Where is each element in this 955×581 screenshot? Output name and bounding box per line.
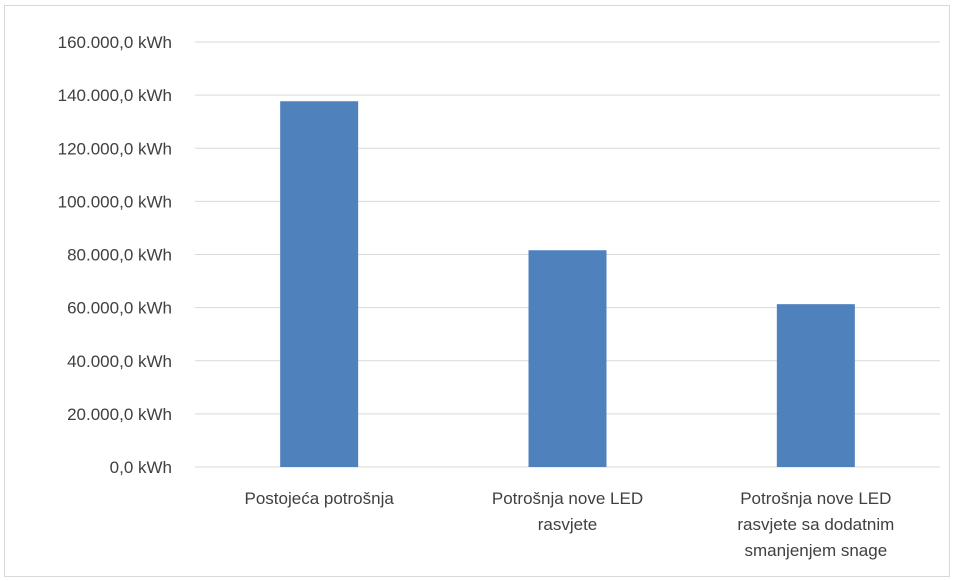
y-tick-label: 140.000,0 kWh	[58, 86, 172, 105]
y-tick-label: 120.000,0 kWh	[58, 139, 172, 158]
bar	[776, 304, 855, 467]
x-axis-category-labels: Postojeća potrošnja Potrošnja nove LED ras…	[245, 489, 895, 560]
y-tick-label: 0,0 kWh	[110, 458, 172, 477]
y-tick-label: 160.000,0 kWh	[58, 33, 172, 52]
bars	[280, 101, 855, 467]
bar	[280, 101, 359, 467]
bar	[528, 250, 607, 467]
category-label-line: rasvjete sa dodatnim	[737, 515, 894, 534]
category-label-line: Potrošnja nove LED	[740, 489, 891, 508]
category-label-line: Potrošnja nove LED	[492, 489, 643, 508]
category-label-line: Postojeća potrošnja	[245, 489, 395, 508]
y-tick-label: 100.000,0 kWh	[58, 192, 172, 211]
category-label-line: smanjenjem snage	[744, 541, 887, 560]
category-label-line: rasvjete	[538, 515, 598, 534]
y-tick-label: 40.000,0 kWh	[67, 352, 172, 371]
y-tick-label: 20.000,0 kWh	[67, 405, 172, 424]
y-tick-label: 60.000,0 kWh	[67, 299, 172, 318]
category-label: Potrošnja nove LED rasvjete sa dodatnim sm…	[737, 489, 894, 560]
category-label: Potrošnja nove LED rasvjete	[492, 489, 643, 534]
chart-frame	[4, 5, 950, 577]
y-tick-label: 80.000,0 kWh	[67, 246, 172, 265]
category-label: Postojeća potrošnja	[245, 489, 395, 508]
y-axis-tick-labels: 0,0 kWh 20.000,0 kWh 40.000,0 kWh 60.000,0 …	[58, 33, 172, 477]
